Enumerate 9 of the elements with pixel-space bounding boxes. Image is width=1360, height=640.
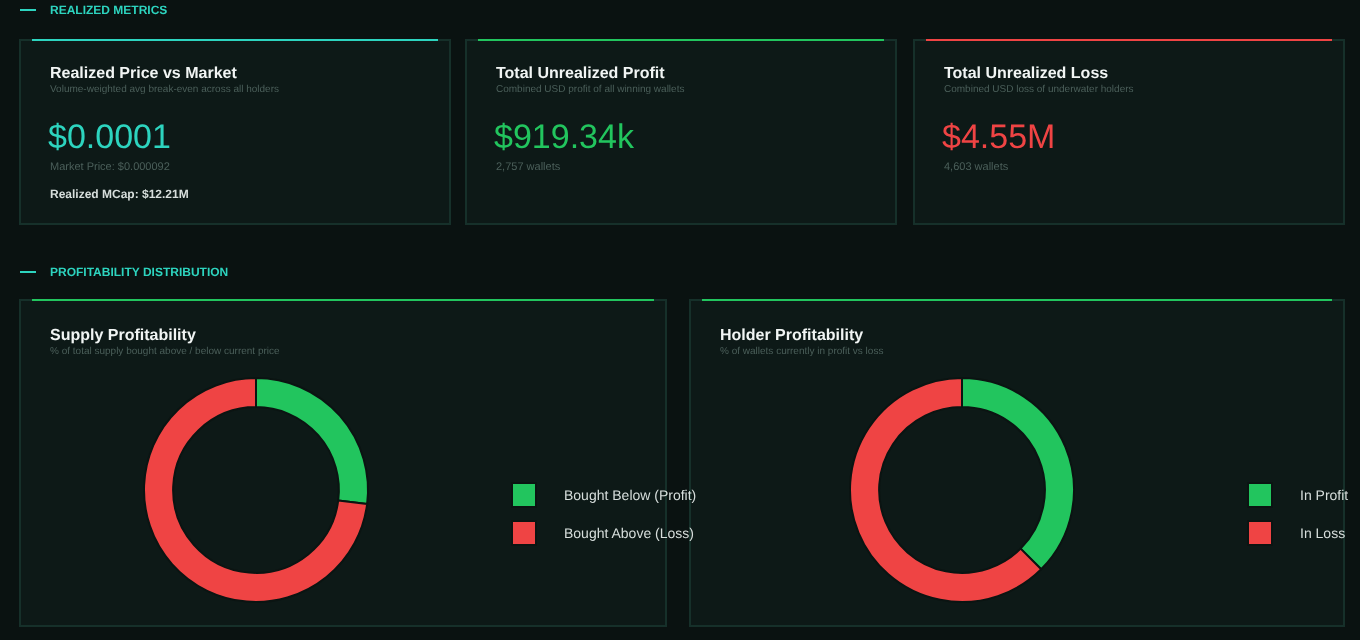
text: Realized Price vs Market [50, 64, 238, 82]
text: $4.55M [942, 118, 1056, 156]
text: $919.34k [494, 118, 635, 156]
text: $0.0001 [48, 118, 171, 156]
chart-title: Holder Profitability [720, 326, 865, 344]
text: Total Unrealized Loss [944, 64, 1110, 82]
chart-title: Supply Profitability [50, 326, 197, 344]
donut-slice [143, 377, 369, 603]
text: Total Unrealized Profit [496, 64, 666, 82]
